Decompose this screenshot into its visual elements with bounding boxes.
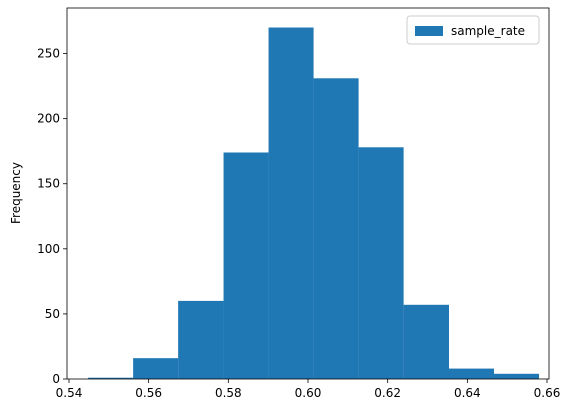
legend-box — [406, 15, 540, 45]
y-tick-label: 200 — [37, 112, 60, 126]
x-tick-label: 0.64 — [454, 386, 481, 400]
x-tick-label: 0.66 — [534, 386, 561, 400]
y-axis-label: Frequency — [9, 162, 23, 224]
y-tick-label: 100 — [37, 242, 60, 256]
bar — [223, 152, 269, 379]
bar — [403, 304, 450, 379]
bar — [88, 377, 134, 379]
bar — [268, 27, 314, 380]
x-tick-label: 0.56 — [135, 386, 162, 400]
legend-swatch — [415, 26, 443, 36]
y-tick-label: 0 — [52, 372, 60, 386]
y-tick-label: 250 — [37, 47, 60, 61]
bar — [494, 373, 540, 379]
bar — [313, 78, 359, 379]
x-tick-label: 0.58 — [215, 386, 242, 400]
bar — [358, 147, 404, 379]
y-tick-label: 50 — [45, 307, 60, 321]
bar — [133, 358, 179, 379]
bar — [449, 368, 495, 379]
x-tick-label: 0.62 — [374, 386, 401, 400]
legend-label: sample_rate — [451, 24, 525, 38]
x-tick-label: 0.54 — [56, 386, 83, 400]
x-tick-label: 0.60 — [295, 386, 322, 400]
y-tick-label: 150 — [37, 177, 60, 191]
bar — [178, 300, 224, 379]
